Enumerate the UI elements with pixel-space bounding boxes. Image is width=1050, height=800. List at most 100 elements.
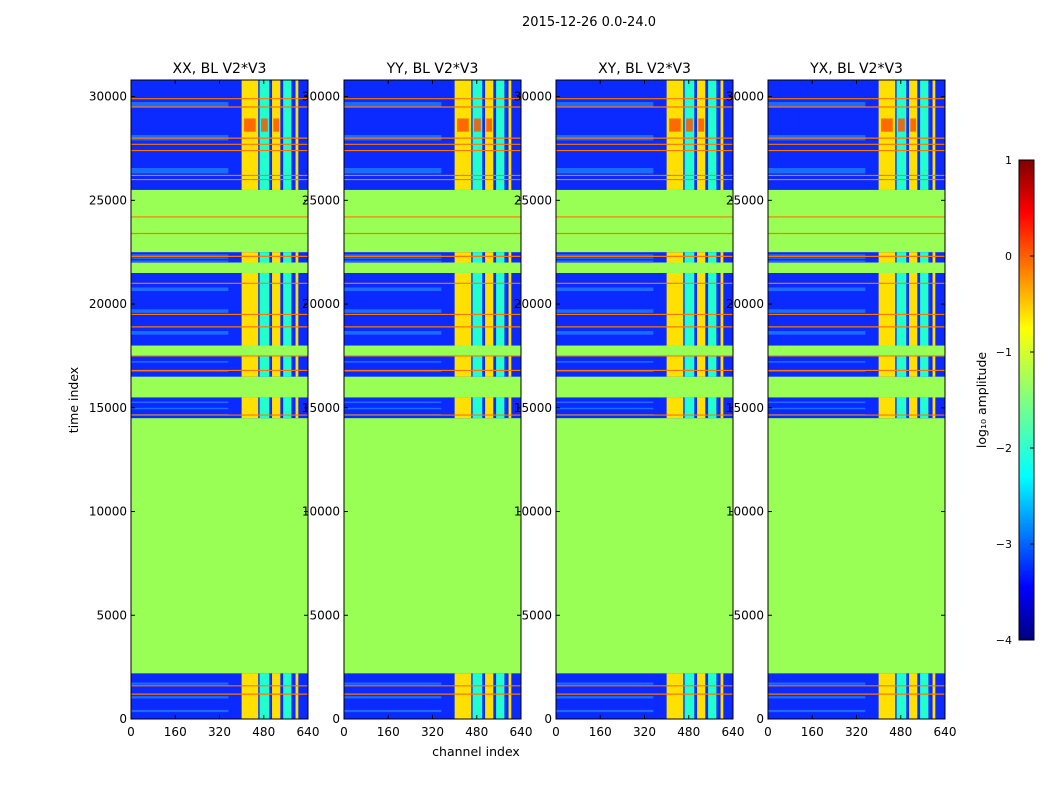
y-tick-label: 20000 <box>514 297 552 311</box>
rfi-band <box>295 397 299 419</box>
rfi-band <box>283 80 292 190</box>
x-tick-label: 160 <box>377 725 400 739</box>
rfi-band <box>472 272 483 346</box>
colorbar-tick-label: 1 <box>1005 154 1012 167</box>
rfi-band <box>496 673 505 719</box>
texture-band <box>556 709 654 713</box>
texture-band <box>556 370 654 373</box>
rfi-band <box>666 80 684 190</box>
texture-band <box>131 696 229 699</box>
rfi-band <box>295 272 299 346</box>
rfi-band <box>932 272 936 346</box>
rfi-band <box>720 397 724 419</box>
rfi-band <box>666 673 684 719</box>
rfi-band <box>454 397 472 419</box>
panel-yx: YX, BL V2*V3 0 160 320 480 640 0 5000 10000 15000… <box>726 61 957 739</box>
panel-title: XX, BL V2*V3 <box>173 61 267 77</box>
flagged-band <box>131 345 308 356</box>
colorbar-tick-label: −4 <box>996 634 1012 647</box>
rfi-band <box>295 345 299 377</box>
texture-band <box>131 167 229 174</box>
rfi-band <box>272 80 281 190</box>
rfi-band <box>896 397 907 419</box>
y-tick-label: 0 <box>332 712 340 726</box>
flagged-band <box>556 345 733 356</box>
texture-band <box>556 101 654 108</box>
panel-title: XY, BL V2*V3 <box>598 61 691 77</box>
rfi-band <box>472 397 483 419</box>
texture-band <box>344 370 442 373</box>
rfi-band <box>259 252 270 263</box>
y-tick-label: 20000 <box>89 297 127 311</box>
rfi-band <box>684 397 695 419</box>
rfi-band <box>485 272 494 346</box>
rfi-band <box>720 673 724 719</box>
rfi-band <box>295 80 299 190</box>
x-tick-label: 480 <box>465 725 488 739</box>
texture-band <box>768 709 866 713</box>
y-tick-label: 15000 <box>514 401 552 415</box>
texture-band <box>556 254 654 256</box>
x-tick-label: 640 <box>722 725 745 739</box>
rfi-band <box>684 252 695 263</box>
rfi-band <box>454 252 472 263</box>
x-tick-label: 320 <box>421 725 444 739</box>
x-tick-label: 0 <box>340 725 348 739</box>
rfi-hotspot <box>910 118 917 132</box>
texture-band <box>131 361 229 363</box>
texture-band <box>768 101 866 108</box>
texture-band <box>768 331 866 335</box>
rfi-band <box>896 345 907 377</box>
rfi-band <box>485 80 494 190</box>
texture-band <box>344 101 442 108</box>
rfi-band <box>496 272 505 346</box>
y-tick-label: 0 <box>756 712 764 726</box>
colorbar-tick-label: 0 <box>1005 250 1012 263</box>
texture-band <box>344 407 442 410</box>
rfi-band <box>485 397 494 419</box>
rfi-band <box>295 252 299 263</box>
texture-band <box>344 331 442 335</box>
rfi-band <box>508 80 512 190</box>
rfi-band <box>909 345 918 377</box>
texture-band <box>131 407 229 410</box>
rfi-band <box>932 252 936 263</box>
figure-suptitle: 2015-12-26 0.0-24.0 <box>522 15 656 30</box>
texture-band <box>131 709 229 713</box>
y-tick-label: 15000 <box>726 401 764 415</box>
rfi-band <box>932 397 936 419</box>
colorbar-tick-label: −3 <box>996 538 1012 551</box>
rfi-band <box>896 272 907 346</box>
y-tick-label: 5000 <box>521 608 552 622</box>
rfi-band <box>472 252 483 263</box>
colorbar-label: log₁₀ amplitude <box>974 352 989 449</box>
texture-band <box>131 370 229 373</box>
y-tick-label: 30000 <box>514 90 552 104</box>
texture-band <box>768 254 866 256</box>
texture-band <box>131 260 229 262</box>
rfi-band <box>684 673 695 719</box>
y-tick-label: 20000 <box>726 297 764 311</box>
rfi-hotspot <box>273 118 280 132</box>
panel-title: YX, BL V2*V3 <box>809 61 903 77</box>
y-tick-label: 25000 <box>514 193 552 207</box>
flagged-band <box>344 262 521 273</box>
rfi-band <box>720 80 724 190</box>
rfi-band <box>259 397 270 419</box>
texture-band <box>344 254 442 256</box>
rfi-band <box>472 80 483 190</box>
texture-band <box>556 696 654 699</box>
rfi-band <box>241 252 259 263</box>
rfi-hotspot <box>881 118 893 132</box>
texture-band <box>768 257 866 259</box>
rfi-band <box>920 80 929 190</box>
rfi-band <box>896 673 907 719</box>
y-tick-label: 15000 <box>302 401 340 415</box>
rfi-hotspot <box>698 118 705 132</box>
flagged-band <box>768 262 945 273</box>
texture-band <box>768 696 866 699</box>
texture-band <box>556 361 654 363</box>
x-tick-label: 640 <box>510 725 533 739</box>
colorbar-tick-label: −2 <box>996 442 1012 455</box>
rfi-band <box>485 673 494 719</box>
